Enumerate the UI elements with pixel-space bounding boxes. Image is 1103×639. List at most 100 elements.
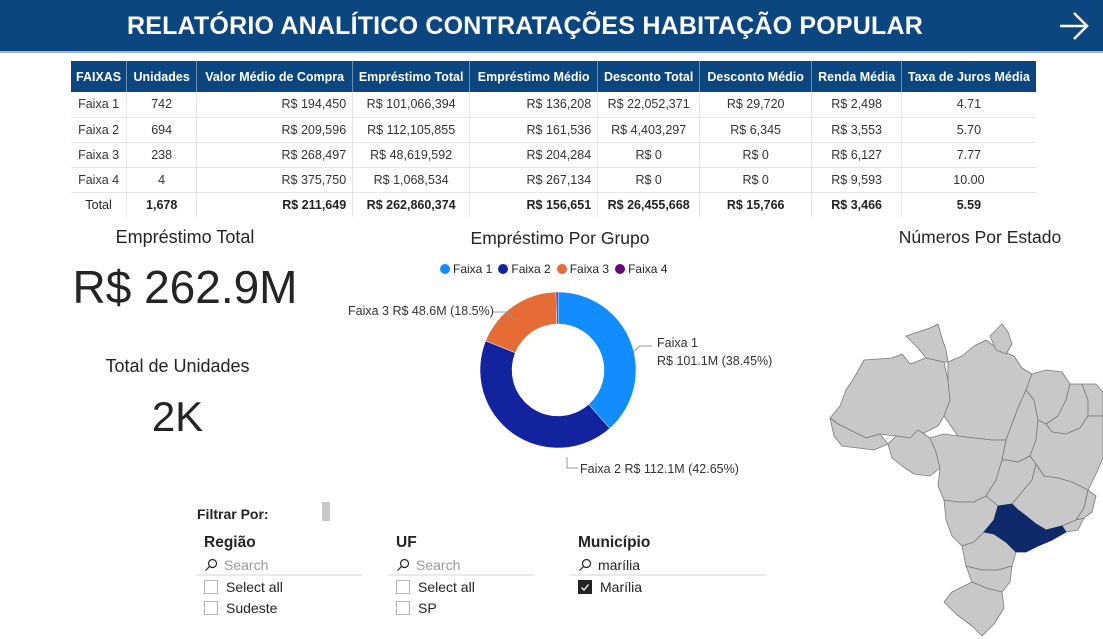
donut-chart-legend: Faixa 1 Faixa 2 Faixa 3 Faixa 4 [440, 262, 667, 276]
legend-label: Faixa 2 [511, 262, 551, 276]
column-header[interactable]: FAIXAS [71, 61, 127, 92]
checkbox[interactable] [204, 579, 218, 594]
slicer-item-label: Marília [600, 578, 643, 595]
arrow-right-icon [1060, 12, 1089, 40]
legend-item-faixa-4[interactable]: Faixa 4 [615, 262, 667, 276]
table-cell: 5.59 [901, 192, 1036, 217]
checkmark-icon [581, 583, 590, 591]
table-cell: 742 [126, 92, 197, 118]
table-cell: R$ 101,066,394 [352, 92, 470, 118]
table-cell: R$ 267,134 [469, 167, 598, 193]
donut-slice-faixa-1[interactable] [557, 291, 637, 429]
donut-slice-faixa-2[interactable] [479, 340, 611, 449]
table-cell: R$ 15,766 [699, 192, 812, 217]
search-value: marília [598, 557, 641, 573]
checkbox[interactable] [396, 579, 410, 594]
legend-item-faixa-3[interactable]: Faixa 3 [556, 262, 610, 276]
column-header[interactable]: Taxa de Juros Média [901, 61, 1036, 92]
column-header[interactable]: Empréstimo Médio [469, 61, 598, 92]
checkbox[interactable] [204, 600, 218, 615]
donut-slice-faixa-3[interactable] [485, 291, 558, 354]
checkbox[interactable] [396, 600, 410, 615]
table-cell: R$ 262,860,374 [352, 192, 470, 217]
map-state-sp[interactable] [983, 503, 1067, 553]
table-cell: 7.77 [901, 142, 1036, 168]
table-cell: R$ 211,649 [196, 192, 353, 217]
legend-item-faixa-1[interactable]: Faixa 1 [440, 262, 492, 276]
table-cell: 4 [126, 167, 197, 193]
table-cell: R$ 29,720 [699, 92, 812, 118]
map-state-rs[interactable] [943, 581, 1005, 637]
table-cell: R$ 3,553 [811, 117, 902, 143]
table-cell: R$ 26,455,668 [597, 192, 700, 217]
table-cell: 5.70 [901, 117, 1036, 143]
table-row[interactable]: Faixa 4 4 R$ 375,750 R$ 1,068,534 R$ 267,134… [71, 167, 1036, 193]
units-total-card-title: Total de Unidades [105, 356, 250, 376]
faixas-matrix-table: FAIXAS Unidades Valor Médio de Compra Em… [71, 61, 1036, 217]
table-cell: R$ 204,284 [469, 142, 598, 168]
table-cell: R$ 0 [699, 167, 812, 193]
slicer-item-select-all[interactable]: Select all [388, 576, 534, 597]
table-row[interactable]: Faixa 3 238 R$ 268,497 R$ 48,619,592 R$ 204,… [71, 142, 1036, 168]
slicer-search-input[interactable]: Search [196, 556, 362, 576]
filter-panel-handle[interactable] [322, 502, 330, 521]
table-cell: 694 [126, 117, 197, 143]
table-cell: R$ 6,345 [699, 117, 812, 143]
map-state-ap[interactable] [989, 323, 1013, 355]
column-header[interactable]: Desconto Total [597, 61, 700, 92]
table-cell: R$ 3,466 [811, 192, 902, 217]
map-state-rr[interactable] [905, 323, 949, 363]
slicer-item-select-all[interactable]: Select all [196, 576, 362, 597]
row-label-cell: Faixa 4 [71, 167, 127, 193]
legend-label: Faixa 4 [628, 262, 668, 276]
loan-total-card-value: R$ 262.9M [72, 261, 298, 313]
legend-item-faixa-2[interactable]: Faixa 2 [498, 262, 551, 276]
slicer-regiao: Região Search Select all Sudeste [196, 534, 362, 618]
table-cell: R$ 22,052,371 [597, 92, 700, 118]
slicer-search-input[interactable]: Search [388, 556, 534, 576]
table-cell: R$ 4,403,297 [597, 117, 700, 143]
data-label-faixa-3: Faixa 3 R$ 48.6M (18.5%) [348, 304, 494, 318]
brazil-state-map[interactable] [826, 320, 1103, 639]
map-state-am[interactable] [829, 353, 951, 439]
slicer-item-sp[interactable]: SP [388, 597, 534, 618]
next-page-button[interactable] [1057, 10, 1091, 42]
column-header[interactable]: Valor Médio de Compra [196, 61, 353, 92]
slicer-item-sudeste[interactable]: Sudeste [196, 597, 362, 618]
checkbox-checked[interactable] [578, 579, 592, 594]
map-state-ro[interactable] [887, 429, 941, 477]
row-label-cell: Faixa 1 [71, 92, 127, 118]
table-cell: 1,678 [126, 192, 197, 217]
slicer-title: UF [396, 534, 417, 551]
table-cell: R$ 209,596 [196, 117, 353, 143]
table-total-row[interactable]: Total 1,678 R$ 211,649 R$ 262,860,374 R$ 156… [71, 192, 1036, 217]
column-header[interactable]: Unidades [126, 61, 197, 92]
column-header[interactable]: Desconto Médio [699, 61, 812, 92]
table-cell: 10.00 [901, 167, 1036, 193]
legend-label: Faixa 3 [569, 262, 610, 276]
search-icon [397, 558, 410, 571]
row-label-cell: Faixa 2 [71, 117, 127, 143]
table-cell: R$ 48,619,592 [352, 142, 470, 168]
report-title: RELATÓRIO ANALÍTICO CONTRATAÇÕES HABITAÇ… [126, 12, 924, 40]
table-cell: R$ 268,497 [196, 142, 353, 168]
slicer-item-label: Select all [418, 578, 475, 595]
column-header[interactable]: Renda Média [811, 61, 902, 92]
table-cell: 4.71 [901, 92, 1036, 118]
column-header[interactable]: Empréstimo Total [352, 61, 470, 92]
table-row[interactable]: Faixa 2 694 R$ 209,596 R$ 112,105,855 R$ 161… [71, 117, 1036, 143]
slicer-search-input[interactable]: marília [570, 556, 766, 576]
legend-dot [440, 264, 450, 274]
table-cell: R$ 6,127 [811, 142, 902, 168]
slicer-municipio: Município marília Marília [570, 534, 766, 597]
legend-dot [498, 264, 509, 274]
table-cell: R$ 0 [597, 167, 700, 193]
donut-slice-faixa-4[interactable] [555, 291, 559, 325]
table-header-row: FAIXAS Unidades Valor Médio de Compra Em… [71, 61, 1036, 92]
map-state-ce[interactable] [1081, 383, 1103, 417]
search-icon [579, 558, 592, 571]
table-cell: R$ 112,105,855 [352, 117, 470, 143]
slicer-item-marilia[interactable]: Marília [570, 576, 766, 597]
legend-dot [556, 264, 567, 274]
table-row[interactable]: Faixa 1 742 R$ 194,450 R$ 101,066,394 R$ 136… [71, 92, 1036, 118]
